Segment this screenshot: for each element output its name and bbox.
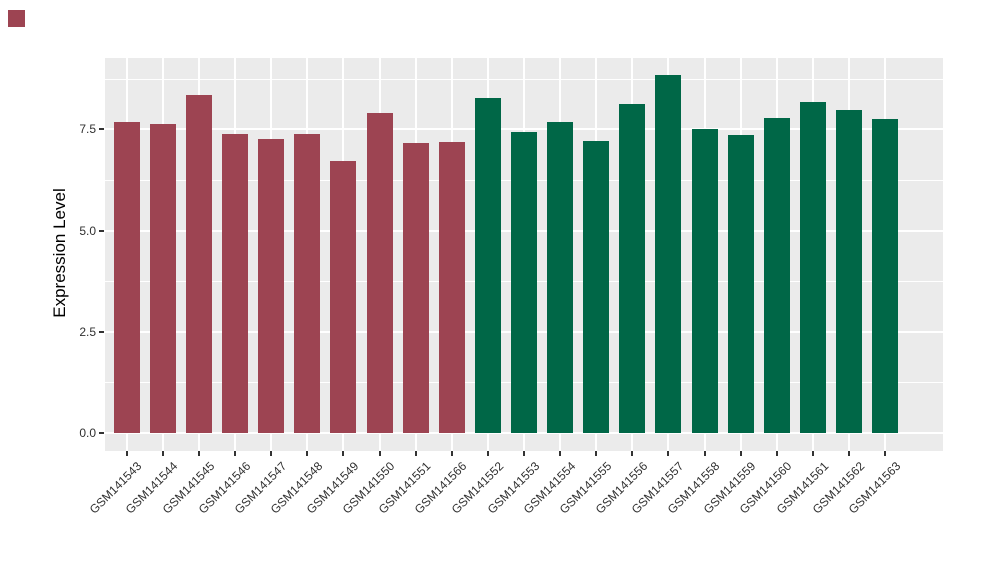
bar: [727, 134, 754, 433]
x-tick-mark: [595, 451, 598, 456]
y-axis-tick-label: 2.5: [79, 324, 96, 339]
y-tick-mark: [99, 330, 104, 333]
bar: [655, 74, 682, 433]
x-tick-mark: [811, 451, 814, 456]
x-tick-mark: [486, 451, 489, 456]
x-tick-mark: [523, 451, 525, 456]
bar: [438, 142, 465, 433]
bar: [547, 121, 574, 433]
x-tick-mark: [270, 451, 273, 456]
bar: [872, 119, 899, 433]
bar: [185, 94, 212, 433]
y-axis-tick-label: 5.0: [79, 223, 96, 238]
y-axis-title: Expression Level: [50, 188, 69, 318]
y-tick-mark: [99, 432, 104, 434]
x-tick-mark: [559, 451, 562, 456]
y-axis-tick-label: 7.5: [79, 122, 96, 137]
y-axis-tick-label: 0.0: [79, 426, 96, 440]
y-tick-mark: [99, 229, 104, 232]
x-tick-mark: [739, 451, 742, 456]
x-tick-mark: [342, 451, 345, 456]
bar: [258, 138, 285, 433]
bar: [583, 140, 610, 433]
x-tick-mark: [414, 451, 417, 456]
bar: [402, 143, 429, 433]
x-tick-mark: [631, 451, 634, 456]
x-tick-mark: [450, 451, 453, 456]
bar: [366, 113, 393, 433]
bar: [294, 134, 321, 433]
bar: [149, 123, 176, 433]
x-tick-mark: [234, 451, 237, 456]
bar: [511, 131, 537, 433]
x-tick-mark: [161, 451, 164, 456]
x-tick-mark: [378, 451, 381, 456]
bar: [330, 161, 357, 433]
x-tick-mark: [306, 451, 309, 456]
x-tick-mark: [884, 451, 887, 456]
x-tick-mark: [703, 451, 706, 456]
bar: [691, 129, 718, 433]
x-tick-mark: [667, 451, 670, 456]
x-tick-mark: [197, 451, 200, 456]
x-tick-mark: [775, 451, 778, 456]
bar: [763, 117, 790, 433]
bar: [799, 102, 826, 433]
y-tick-mark: [99, 128, 104, 131]
bar: [113, 121, 140, 433]
bar: [836, 109, 863, 433]
bar: [474, 98, 501, 433]
x-tick-mark: [848, 451, 851, 456]
x-tick-mark: [125, 451, 128, 456]
bar: [619, 103, 646, 433]
stray-red-square: [8, 10, 25, 27]
bar: [222, 134, 249, 433]
plot-panel: [105, 58, 943, 451]
